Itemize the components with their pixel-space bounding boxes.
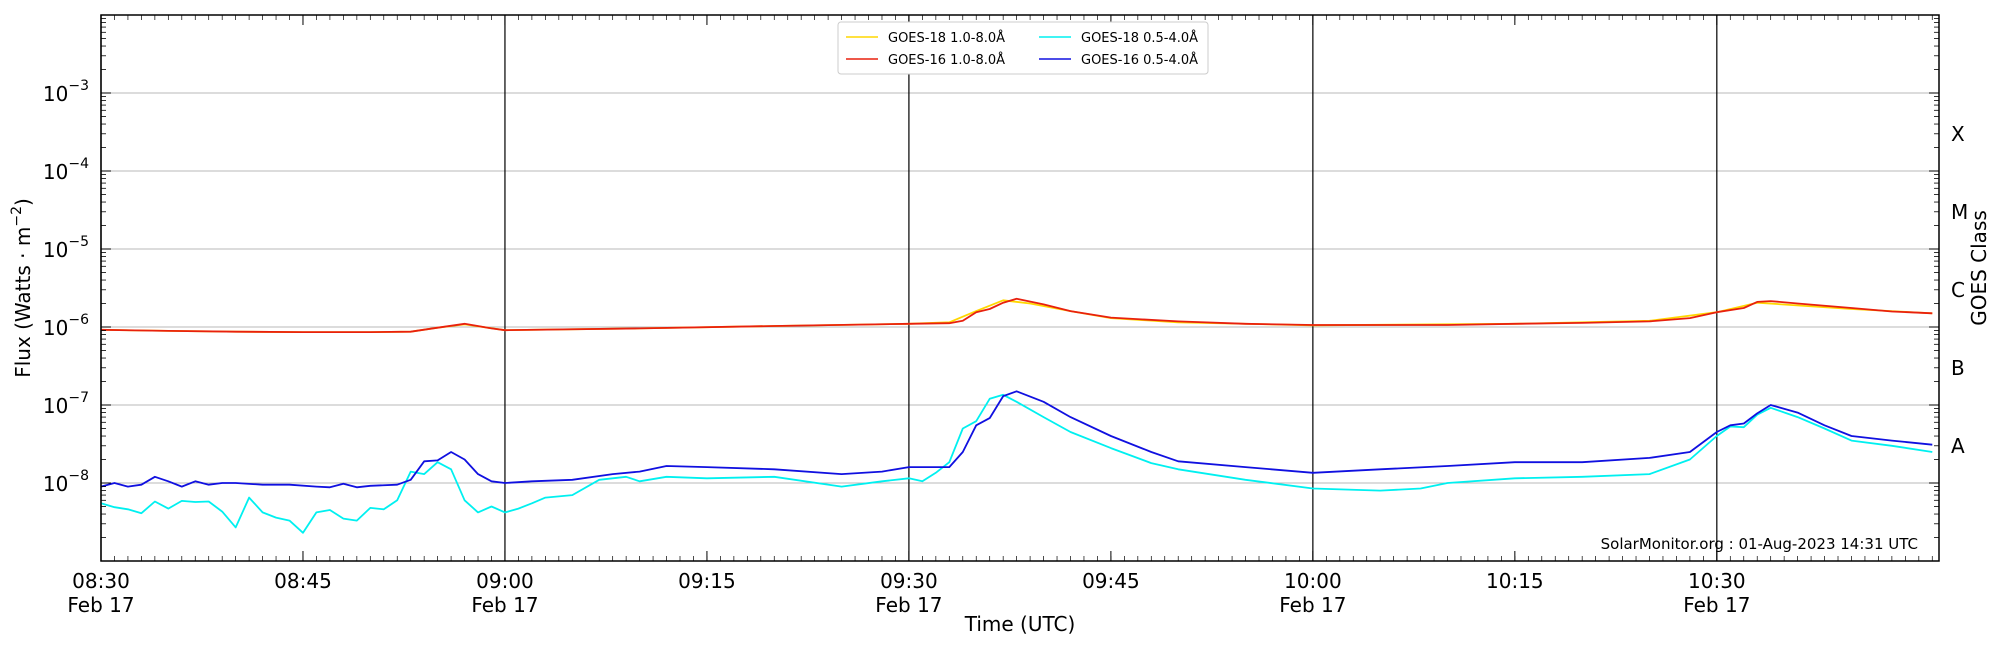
y-tick-label: 10−7 <box>43 390 89 418</box>
x-tick-label: 10:30 <box>1688 569 1746 593</box>
x-tick-label: 10:00 <box>1284 569 1342 593</box>
y-title-exponent: −2 <box>9 206 25 227</box>
x-tick-label: 08:30 <box>72 569 130 593</box>
y-tick-label: 10−8 <box>43 468 89 496</box>
x-tick-label: 09:00 <box>476 569 534 593</box>
series-line-2 <box>100 297 1933 334</box>
goes-class-label: B <box>1951 356 1965 380</box>
x-tick-label: 08:45 <box>274 569 332 593</box>
x-tick-date-label: Feb 17 <box>1279 593 1346 617</box>
x-tick-date-label: Feb 17 <box>875 593 942 617</box>
goes-class-axis-title: GOES Class <box>1967 210 1991 326</box>
y-tick-base: 10 <box>43 160 68 184</box>
x-axis-title: Time (UTC) <box>964 612 1076 636</box>
legend-entry-label: GOES-18 0.5-4.0Å <box>1081 30 1198 46</box>
y-tick-exponent: −4 <box>68 156 89 172</box>
y-tick-base: 10 <box>43 82 68 106</box>
goes-class-label: A <box>1951 434 1965 458</box>
legend-box <box>837 21 1209 75</box>
x-tick-label: 09:30 <box>880 569 938 593</box>
y-tick-label: 10−3 <box>43 78 89 106</box>
legend-entry-label: GOES-16 1.0-8.0Å <box>888 52 1005 68</box>
y-tick-exponent: −8 <box>68 468 89 484</box>
goes-class-labels: A B C M X <box>1951 122 1968 458</box>
legend-entry-label: GOES-16 0.5-4.0Å <box>1081 52 1198 68</box>
y-tick-label: 10−5 <box>43 234 89 262</box>
y-tick-exponent: −5 <box>68 234 89 250</box>
y-tick-labels: 10−810−710−610−510−410−3 <box>43 78 89 496</box>
x-tick-label: 09:45 <box>1082 569 1140 593</box>
y-tick-base: 10 <box>43 394 68 418</box>
x-tick-label: 09:15 <box>678 569 736 593</box>
y-title-main: Flux (Watts · m <box>11 227 35 378</box>
y-tick-base: 10 <box>43 238 68 262</box>
y-tick-exponent: −6 <box>68 312 89 328</box>
y-tick-base: 10 <box>43 472 68 496</box>
y-title-close: ) <box>11 198 35 206</box>
goes-class-label: C <box>1951 278 1965 302</box>
plot-frame <box>100 14 1940 562</box>
x-tick-date-label: Feb 17 <box>67 593 134 617</box>
credit-footer: SolarMonitor.org : 01-Aug-2023 14:31 UTC <box>1601 535 1918 553</box>
legend: GOES-18 1.0-8.0Å GOES-16 1.0-8.0Å GOES-18 … <box>837 21 1209 75</box>
x-tick-date-label: Feb 17 <box>471 593 538 617</box>
series-line-3 <box>100 393 1933 534</box>
y-tick-label: 10−4 <box>43 156 89 184</box>
x-tick-date-label: Feb 17 <box>1683 593 1750 617</box>
y-tick-exponent: −3 <box>68 78 89 94</box>
x-tick-label: 10:15 <box>1486 569 1544 593</box>
y-tick-base: 10 <box>43 316 68 340</box>
series-lines <box>100 297 1933 534</box>
goes-class-label: M <box>1951 200 1968 224</box>
tick-marks <box>100 14 1939 562</box>
series-line-4 <box>100 390 1933 489</box>
y-tick-exponent: −7 <box>68 390 89 406</box>
legend-entry-label: GOES-18 1.0-8.0Å <box>888 30 1005 46</box>
y-tick-label: 10−6 <box>43 312 89 340</box>
grid-lines <box>101 92 1939 484</box>
goes-class-label: X <box>1951 122 1965 146</box>
y-axis-title: Flux (Watts · m−2) <box>9 198 35 378</box>
